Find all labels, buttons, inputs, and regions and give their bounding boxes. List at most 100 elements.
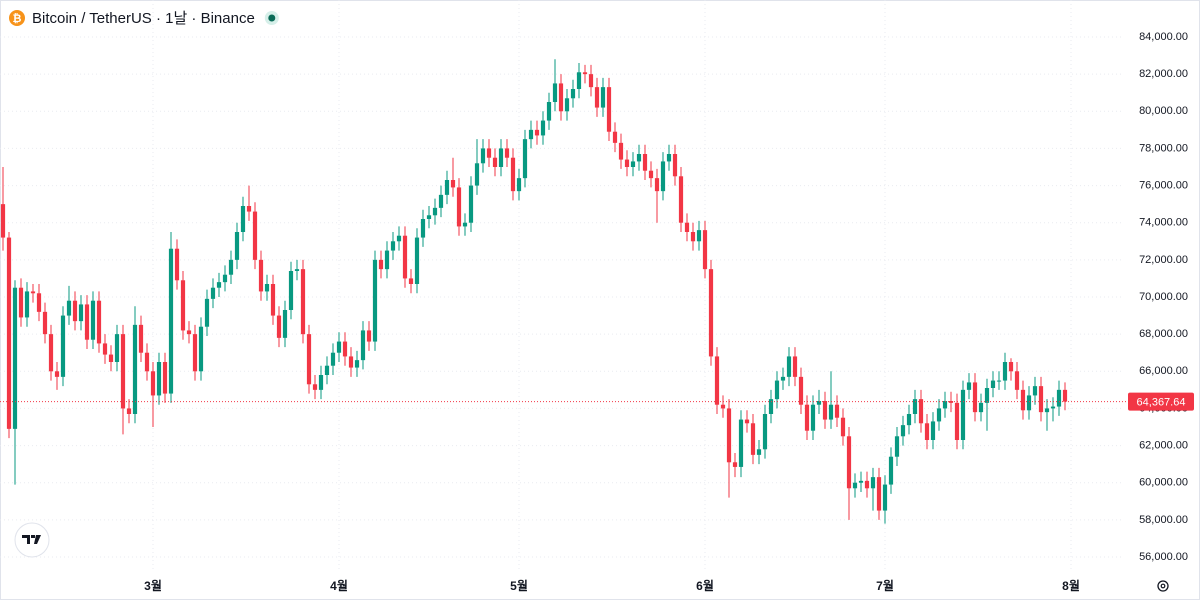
candle-body bbox=[222, 274, 228, 283]
y-tick-label: 74,000.00 bbox=[1139, 217, 1188, 229]
candle-body bbox=[990, 380, 996, 388]
last-price-label: 64,367.64 bbox=[1137, 397, 1186, 409]
y-tick-label: 66,000.00 bbox=[1139, 365, 1188, 377]
candle-body bbox=[900, 425, 906, 437]
candle-body bbox=[708, 269, 714, 357]
y-tick-label: 68,000.00 bbox=[1139, 328, 1188, 340]
settings-icon[interactable] bbox=[1157, 580, 1169, 592]
candle-body bbox=[66, 300, 72, 316]
candle-body bbox=[858, 480, 864, 483]
candle-body bbox=[48, 334, 54, 372]
axes: 56,000.0058,000.0060,000.0062,000.0064,0… bbox=[0, 31, 1194, 593]
candle-body bbox=[786, 356, 792, 377]
candle-body bbox=[612, 131, 618, 143]
candle-body bbox=[522, 139, 528, 179]
candle-body bbox=[366, 330, 372, 342]
y-tick-label: 58,000.00 bbox=[1139, 514, 1188, 526]
candle-body bbox=[978, 402, 984, 413]
y-tick-label: 84,000.00 bbox=[1139, 31, 1188, 43]
candle-body bbox=[540, 120, 546, 136]
candle-body bbox=[348, 356, 354, 368]
candle-body bbox=[150, 371, 156, 396]
candle-body bbox=[588, 74, 594, 88]
candle-body bbox=[468, 185, 474, 223]
candle-body bbox=[24, 291, 30, 318]
candle-body bbox=[792, 356, 798, 377]
candle-body bbox=[456, 187, 462, 227]
candle-body bbox=[54, 371, 60, 377]
candle-body bbox=[0, 204, 6, 238]
coin-icon bbox=[9, 10, 25, 26]
candle-body bbox=[936, 408, 942, 422]
tv-logo[interactable] bbox=[14, 522, 50, 558]
candle-body bbox=[36, 293, 42, 312]
candle-body bbox=[252, 211, 258, 260]
candle-body bbox=[318, 374, 324, 390]
candle-body bbox=[342, 341, 348, 357]
candle-body bbox=[204, 298, 210, 327]
candle-body bbox=[78, 304, 84, 322]
candle-body bbox=[678, 176, 684, 223]
candle-body bbox=[672, 154, 678, 177]
settings-icon-center bbox=[1160, 583, 1166, 589]
candle-body bbox=[384, 250, 390, 270]
candle-body bbox=[330, 352, 336, 366]
candle-body bbox=[996, 380, 1002, 382]
candle-body bbox=[414, 237, 420, 285]
candle-body bbox=[444, 180, 450, 195]
candle-body bbox=[888, 456, 894, 485]
candle-body bbox=[84, 304, 90, 340]
candle-body bbox=[504, 148, 510, 158]
candle-body bbox=[192, 334, 198, 372]
candle-body bbox=[762, 413, 768, 450]
candle-body bbox=[186, 330, 192, 335]
y-tick-label: 62,000.00 bbox=[1139, 439, 1188, 451]
candle-body bbox=[426, 215, 432, 220]
candle-body bbox=[210, 287, 216, 299]
candle-body bbox=[654, 178, 660, 192]
candle-body bbox=[804, 404, 810, 431]
candle-body bbox=[372, 259, 378, 342]
candle-body bbox=[288, 271, 294, 310]
candle-body bbox=[1014, 371, 1020, 390]
candle-body bbox=[6, 237, 12, 429]
candle-body bbox=[450, 180, 456, 188]
candle-body bbox=[606, 87, 612, 132]
candle-body bbox=[144, 352, 150, 372]
candle-body bbox=[648, 170, 654, 179]
candle-body bbox=[432, 207, 438, 216]
coin-symbol: ₿ bbox=[13, 13, 22, 25]
candle-body bbox=[660, 161, 666, 192]
candle-body bbox=[1050, 406, 1056, 409]
candle-body bbox=[666, 154, 672, 162]
y-tick-label: 70,000.00 bbox=[1139, 291, 1188, 303]
candle-body bbox=[72, 300, 78, 322]
candle-body bbox=[546, 102, 552, 121]
candle-body bbox=[984, 387, 990, 403]
y-tick-label: 60,000.00 bbox=[1139, 477, 1188, 489]
candle-body bbox=[312, 384, 318, 390]
candle-body bbox=[882, 484, 888, 511]
candle-body bbox=[18, 287, 24, 318]
candle-body bbox=[246, 206, 252, 212]
candle-body bbox=[294, 269, 300, 272]
candle-body bbox=[42, 311, 48, 335]
candle-body bbox=[576, 72, 582, 90]
candle-body bbox=[1032, 386, 1038, 396]
x-tick-label: 4월 bbox=[330, 578, 348, 593]
candle-body bbox=[438, 194, 444, 208]
candle-body bbox=[102, 343, 108, 355]
x-tick-label: 8월 bbox=[1062, 578, 1080, 593]
x-tick-label: 7월 bbox=[876, 578, 894, 593]
candle-body bbox=[270, 284, 276, 316]
candle-body bbox=[624, 159, 630, 168]
candle-body bbox=[114, 334, 120, 362]
y-tick-label: 82,000.00 bbox=[1139, 68, 1188, 80]
candle-body bbox=[720, 404, 726, 409]
y-tick-label: 76,000.00 bbox=[1139, 179, 1188, 191]
candle-body bbox=[12, 287, 18, 429]
candle-body bbox=[732, 462, 738, 467]
candle-body bbox=[360, 330, 366, 361]
